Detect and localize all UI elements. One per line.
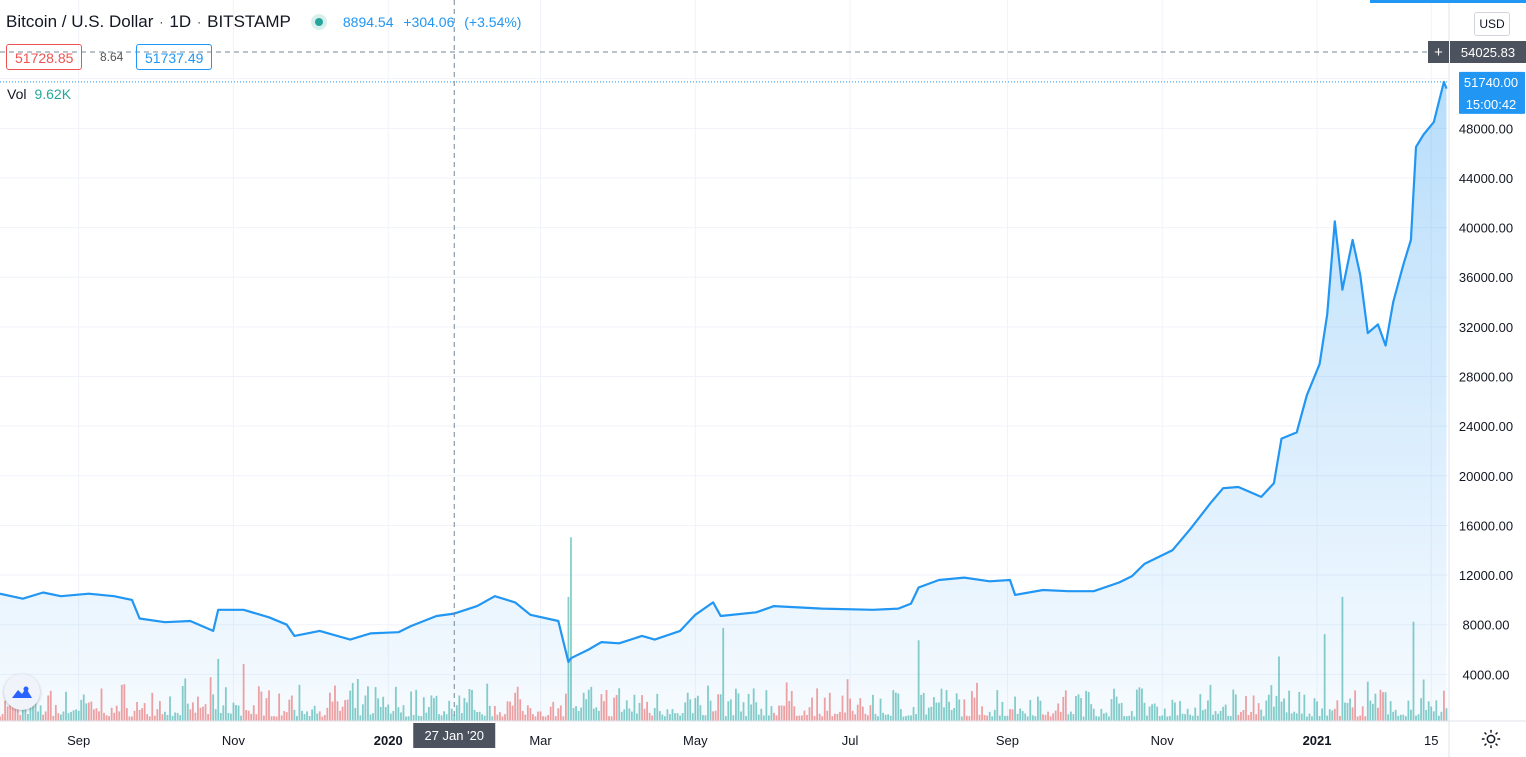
x-tick-label: Mar (529, 733, 552, 748)
x-tick-label: Nov (222, 733, 246, 748)
ohlc-readout: 8894.54 +304.06 (+3.54%) (343, 14, 528, 30)
crosshair-price-label: +54025.83 (1428, 41, 1526, 63)
y-tick-label: 28000.00 (1459, 370, 1513, 385)
x-tick-label: 2020 (374, 733, 403, 748)
crosshair-date-label: 27 Jan '20 (413, 723, 496, 748)
plus-icon: + (1434, 44, 1443, 61)
y-tick-label: 36000.00 (1459, 270, 1513, 285)
y-tick-label: 16000.00 (1459, 518, 1513, 533)
last-price: 8894.54 (342, 14, 394, 30)
price-area (0, 81, 1447, 721)
volume-legend: Vol 9.62K (7, 86, 71, 102)
x-tick-label: Sep (67, 733, 90, 748)
y-tick-label: 48000.00 (1459, 121, 1513, 136)
spread-value: 8.64 (100, 50, 124, 64)
x-tick-label: 15 (1424, 733, 1438, 748)
countdown-text: 15:00:42 (1466, 97, 1517, 112)
crosshair-date-text: 27 Jan '20 (424, 728, 484, 743)
y-tick-label: 24000.00 (1459, 419, 1513, 434)
price-line (0, 80, 1448, 664)
interval-label[interactable]: 1D (169, 12, 192, 31)
crosshair-price-text: 54025.83 (1461, 45, 1515, 60)
market-open-indicator-icon (314, 18, 323, 26)
y-tick-label: 8000.00 (1463, 618, 1510, 633)
x-tick-label: Sep (996, 733, 1019, 748)
volume-label: Vol (7, 86, 27, 102)
volume-value: 9.62K (34, 86, 72, 102)
chart-header: Bitcoin / U.S. Dollar · 1D · BITSTAMP 88… (6, 12, 527, 32)
y-tick-label: 44000.00 (1459, 171, 1513, 186)
separator-dot: · (159, 15, 164, 29)
y-tick-label: 20000.00 (1459, 469, 1513, 484)
exchange-label: BITSTAMP (207, 12, 291, 31)
tradingview-logo-icon[interactable] (4, 674, 40, 710)
symbol-name[interactable]: Bitcoin / U.S. Dollar (6, 12, 154, 31)
last-price-label: 51740.00 15:00:42 (1459, 71, 1525, 114)
y-tick-label: 4000.00 (1463, 667, 1510, 682)
x-tick-label: 2021 (1303, 733, 1332, 748)
x-tick-label: Nov (1151, 733, 1175, 748)
currency-button[interactable]: USD (1474, 12, 1510, 36)
y-tick-label: 40000.00 (1459, 221, 1513, 236)
x-tick-label: May (683, 733, 708, 748)
settings-gear-icon[interactable] (1480, 728, 1502, 750)
price-change-percent: (+3.54%) (464, 14, 522, 30)
sell-button[interactable]: 51728.85 (6, 44, 83, 70)
volume-bar (570, 537, 572, 721)
separator-dot: · (197, 15, 202, 29)
buy-button[interactable]: 51737.49 (136, 44, 213, 70)
price-change: +304.06 (403, 14, 455, 30)
add-alert-button (1428, 41, 1449, 63)
y-tick-label: 32000.00 (1459, 320, 1513, 335)
last-price-text: 51740.00 (1464, 75, 1518, 90)
y-tick-label: 12000.00 (1459, 568, 1513, 583)
top-accent-bar (1370, 0, 1526, 3)
x-tick-label: Jul (842, 733, 859, 748)
